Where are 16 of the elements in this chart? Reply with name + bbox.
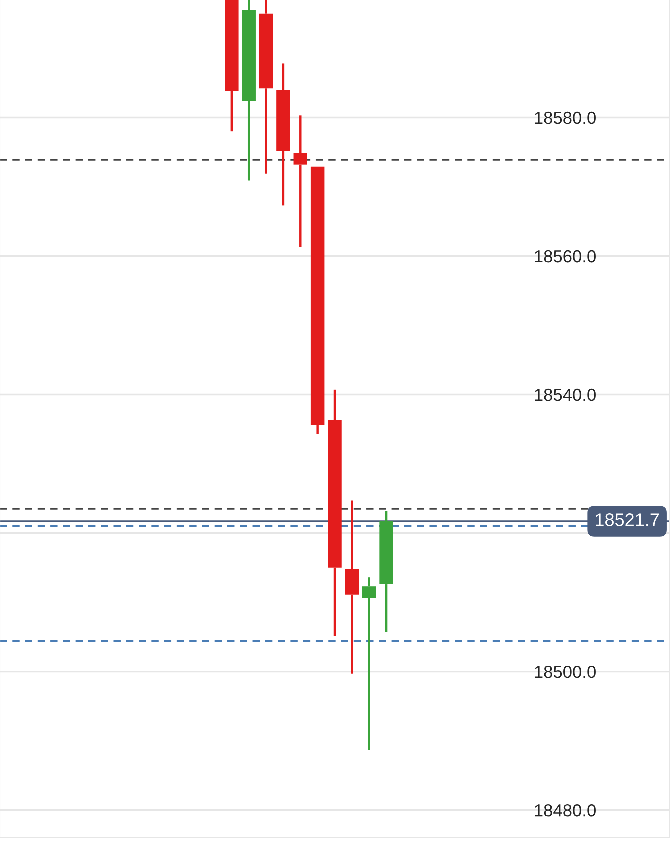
ref-line-label: 18521.7 bbox=[596, 514, 660, 526]
candlestick bbox=[345, 500, 360, 675]
y-tick-label: 18500.0 bbox=[535, 666, 596, 678]
y-tick-label: 18580.0 bbox=[535, 112, 596, 124]
y-tick-label: 18560.0 bbox=[535, 250, 596, 263]
candlestick bbox=[328, 388, 342, 638]
candlestick bbox=[242, 0, 256, 182]
candlestick bbox=[276, 62, 290, 207]
candlestick bbox=[225, 0, 239, 133]
candlestick bbox=[362, 576, 376, 752]
y-tick-label: 18540.0 bbox=[535, 388, 596, 402]
candlestick bbox=[294, 114, 308, 248]
candlestick bbox=[380, 510, 394, 634]
candlestick bbox=[259, 0, 274, 175]
candlestick bbox=[310, 166, 325, 436]
y-tick-label: 18480.0 bbox=[535, 804, 596, 817]
